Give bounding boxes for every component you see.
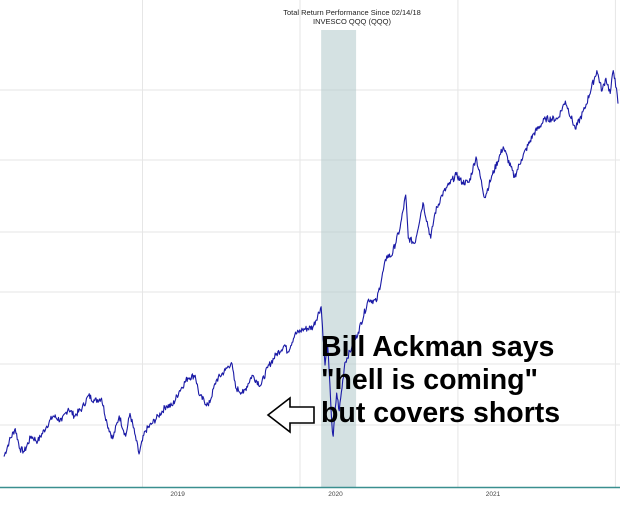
series-line-qqq: [3, 70, 619, 457]
grid-layer: [0, 0, 620, 487]
x-tick-label-2020: 2020: [328, 491, 343, 498]
x-tick-label-2019: 2019: [170, 491, 185, 498]
chart-title: Total Return Performance Since 02/14/18: [283, 8, 421, 17]
left-arrow-icon: [266, 396, 315, 434]
x-tick-label-2021: 2021: [486, 491, 501, 498]
annotation-line-2: "hell is coming": [321, 364, 538, 396]
annotation-line-3: but covers shorts: [321, 397, 560, 429]
chart-subtitle: INVESCO QQQ (QQQ): [313, 17, 391, 26]
crash-shaded-region: [321, 30, 357, 487]
annotation-line-1: Bill Ackman says: [321, 331, 554, 363]
x-tick-layer: 2019 2020 2021: [170, 491, 500, 498]
series-layer: [3, 70, 619, 457]
